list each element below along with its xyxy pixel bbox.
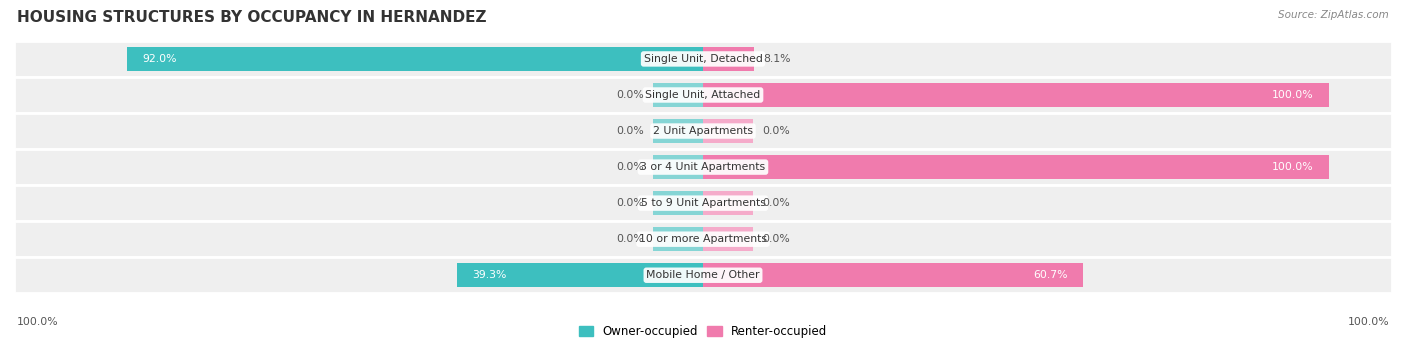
Text: 0.0%: 0.0% <box>762 234 790 244</box>
Text: Mobile Home / Other: Mobile Home / Other <box>647 270 759 280</box>
Text: 10 or more Apartments: 10 or more Apartments <box>638 234 768 244</box>
Bar <box>652 83 703 107</box>
Bar <box>14 149 1392 185</box>
Bar <box>652 119 703 143</box>
Bar <box>457 263 703 287</box>
Text: 100.0%: 100.0% <box>17 317 59 327</box>
Bar <box>14 257 1392 293</box>
Bar <box>703 191 754 216</box>
Legend: Owner-occupied, Renter-occupied: Owner-occupied, Renter-occupied <box>574 321 832 341</box>
Text: 60.7%: 60.7% <box>1033 270 1067 280</box>
Text: 5 to 9 Unit Apartments: 5 to 9 Unit Apartments <box>641 198 765 208</box>
Text: 100.0%: 100.0% <box>1272 162 1313 172</box>
Bar <box>14 41 1392 77</box>
Text: 0.0%: 0.0% <box>762 126 790 136</box>
Bar <box>14 77 1392 113</box>
Bar <box>652 227 703 251</box>
Bar <box>703 119 754 143</box>
Text: 92.0%: 92.0% <box>142 54 177 64</box>
Text: Single Unit, Attached: Single Unit, Attached <box>645 90 761 100</box>
Text: 3 or 4 Unit Apartments: 3 or 4 Unit Apartments <box>641 162 765 172</box>
Bar <box>14 113 1392 149</box>
Bar <box>127 47 703 71</box>
Text: 0.0%: 0.0% <box>616 162 644 172</box>
Text: 8.1%: 8.1% <box>763 54 790 64</box>
Bar <box>14 185 1392 221</box>
Text: Single Unit, Detached: Single Unit, Detached <box>644 54 762 64</box>
Text: HOUSING STRUCTURES BY OCCUPANCY IN HERNANDEZ: HOUSING STRUCTURES BY OCCUPANCY IN HERNA… <box>17 10 486 25</box>
Text: 0.0%: 0.0% <box>762 198 790 208</box>
Bar <box>14 221 1392 257</box>
Text: 2 Unit Apartments: 2 Unit Apartments <box>652 126 754 136</box>
Text: 100.0%: 100.0% <box>1347 317 1389 327</box>
Bar <box>703 227 754 251</box>
Text: Source: ZipAtlas.com: Source: ZipAtlas.com <box>1278 10 1389 20</box>
Text: 100.0%: 100.0% <box>1272 90 1313 100</box>
Bar <box>703 155 1329 179</box>
Text: 0.0%: 0.0% <box>616 198 644 208</box>
Bar <box>703 47 754 71</box>
Text: 0.0%: 0.0% <box>616 90 644 100</box>
Bar <box>703 83 1329 107</box>
Text: 39.3%: 39.3% <box>472 270 508 280</box>
Bar <box>703 263 1083 287</box>
Bar <box>652 191 703 216</box>
Text: 0.0%: 0.0% <box>616 126 644 136</box>
Bar <box>652 155 703 179</box>
Text: 0.0%: 0.0% <box>616 234 644 244</box>
